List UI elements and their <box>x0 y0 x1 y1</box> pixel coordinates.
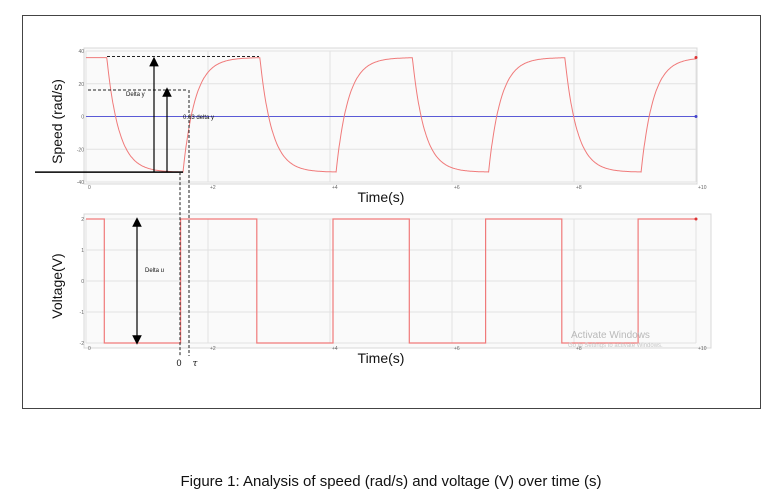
panel2-x-tick-label: +6 <box>454 346 460 352</box>
voltage-series-end-marker <box>694 217 698 221</box>
panel2-x-tick-label: +2 <box>210 346 216 352</box>
panel2-x-tick-label: 0 <box>88 346 91 352</box>
delta-u-annotation: Delta u <box>145 268 164 274</box>
panel1-y-tick-label: 40 <box>78 49 84 55</box>
step-start-zero-label: 0 <box>176 358 181 368</box>
delta-063-annotation: 0.63 delta y <box>183 115 214 121</box>
panel2-y-tick-label: 0 <box>81 279 84 285</box>
figure-caption: Figure 1: Analysis of speed (rad/s) and … <box>180 473 602 490</box>
panel2-y-tick-label: -1 <box>80 310 85 316</box>
speed-series-line <box>86 57 697 173</box>
voltage-series-line <box>86 218 696 344</box>
panel1-y-axis-label: Speed (rad/s) <box>49 79 65 164</box>
panel2-y-tick-label: 2 <box>81 217 84 223</box>
panel2-x-tick-label: +8 <box>576 346 582 352</box>
panel2-x-tick-label: +4 <box>332 346 338 352</box>
panel1-x-tick-label: +4 <box>332 185 338 191</box>
speed-series-end-marker <box>694 56 698 60</box>
panel1-y-tick-label: -20 <box>77 147 84 153</box>
panel1-x-tick-label: +10 <box>698 185 707 191</box>
panel2-y-tick-label: -2 <box>80 341 85 347</box>
panel1-x-tick-label: +6 <box>454 185 460 191</box>
panel2-x-axis-label: Time(s) <box>358 350 405 366</box>
panel1-x-tick-label: +8 <box>576 185 582 191</box>
watermark-title: Activate Windows <box>571 330 650 341</box>
panel1-x-tick-label: +2 <box>210 185 216 191</box>
panel2-y-axis-label: Voltage(V) <box>49 253 65 318</box>
panel1-x-tick-label: 0 <box>88 185 91 191</box>
panel2-x-tick-label: +10 <box>698 346 707 352</box>
panel1-x-axis-label: Time(s) <box>358 189 405 205</box>
delta-y-annotation: Delta y <box>126 92 145 98</box>
watermark-subtitle: Go to Settings to activate Windows. <box>568 343 663 349</box>
panel2-y-tick-label: 1 <box>81 248 84 254</box>
tau-label: τ <box>193 359 199 369</box>
panel1-y-tick-label: 0 <box>81 115 84 121</box>
panel1-y-tick-label: 20 <box>78 82 84 88</box>
panel1-y-tick-label: -40 <box>77 180 84 186</box>
zero-series-end-marker <box>694 115 698 118</box>
